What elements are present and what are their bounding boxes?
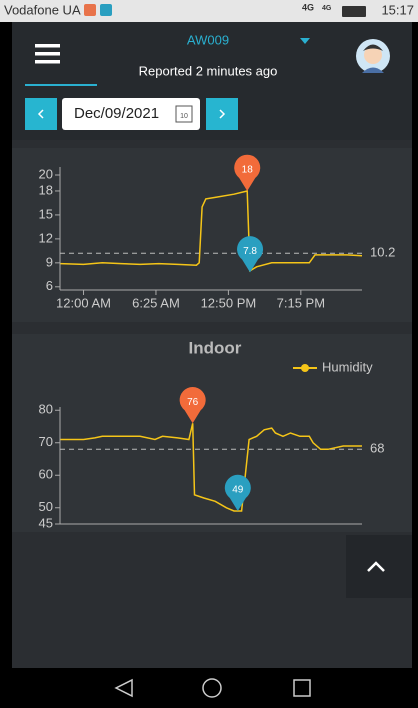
next-icon [219,109,226,119]
app-icon [100,4,112,16]
dropdown-arrow[interactable] [300,38,310,44]
annotation-label: 49 [232,485,244,496]
annotation-label: 76 [187,397,199,408]
y-tick-label: 70 [39,434,53,449]
y-tick-label: 12 [39,230,53,245]
y-tick-label: 18 [39,182,53,197]
device-name[interactable]: AW009 [187,32,229,47]
date-text: Dec/09/2021 [74,105,159,122]
nav-bar [0,668,418,708]
date-field[interactable] [62,98,200,130]
x-tick-label: 6:25 AM [132,295,180,310]
data-line [60,190,363,273]
carrier: Vodafone UA [4,2,81,17]
avatar[interactable] [356,39,390,73]
y-tick-label: 60 [39,467,53,482]
menu-button[interactable] [35,44,60,64]
scroll-top-icon [367,561,385,572]
calendar-day: 10 [180,113,188,120]
reference-label: 10.2 [370,245,395,260]
battery [342,6,366,17]
annotation-label: 7.8 [243,246,257,257]
y-tick-label: 80 [39,402,53,417]
x-tick-label: 7:15 PM [277,295,325,310]
annotation-pin [234,154,261,191]
avatar-hair [363,44,383,51]
avatar-face [364,46,382,64]
legend-label: Humidity [322,359,373,374]
chart-title: Indoor [189,338,242,357]
recents-button[interactable] [293,679,311,697]
menu-bar [35,52,60,56]
y-tick-label: 50 [39,499,53,514]
annotation-pin [179,387,206,424]
y-tick-label: 6 [46,278,53,293]
annotation-pin [237,236,264,273]
y-tick-label: 15 [39,206,53,221]
chart-panel [12,148,412,322]
x-tick-label: 12:50 PM [201,295,257,310]
report-status: Reported 2 minutes ago [139,63,278,78]
data-line [60,423,362,512]
menu-bar [35,44,60,48]
home-button[interactable] [202,678,222,698]
reference-label: 68 [370,441,384,456]
clock: 15:17 [381,2,414,17]
prev-button[interactable] [25,98,57,130]
y-tick-label: 20 [39,166,53,181]
next-button[interactable] [206,98,238,130]
legend-dot [301,364,309,372]
y-tick-label: 45 [39,515,53,530]
x-tick-label: 12:00 AM [56,295,111,310]
chart-panel [12,334,412,532]
network: 4G [322,5,332,12]
y-tick-label: 9 [46,254,53,269]
menu-underline [25,84,97,86]
calendar-icon [175,105,193,123]
back-button[interactable] [114,678,133,698]
annotation-pin [224,474,251,511]
menu-bar [35,60,60,64]
prev-icon [37,109,44,119]
avatar-body [362,67,384,73]
app-icon [84,4,96,16]
network: 4G [302,2,314,12]
annotation-label: 18 [242,165,254,176]
